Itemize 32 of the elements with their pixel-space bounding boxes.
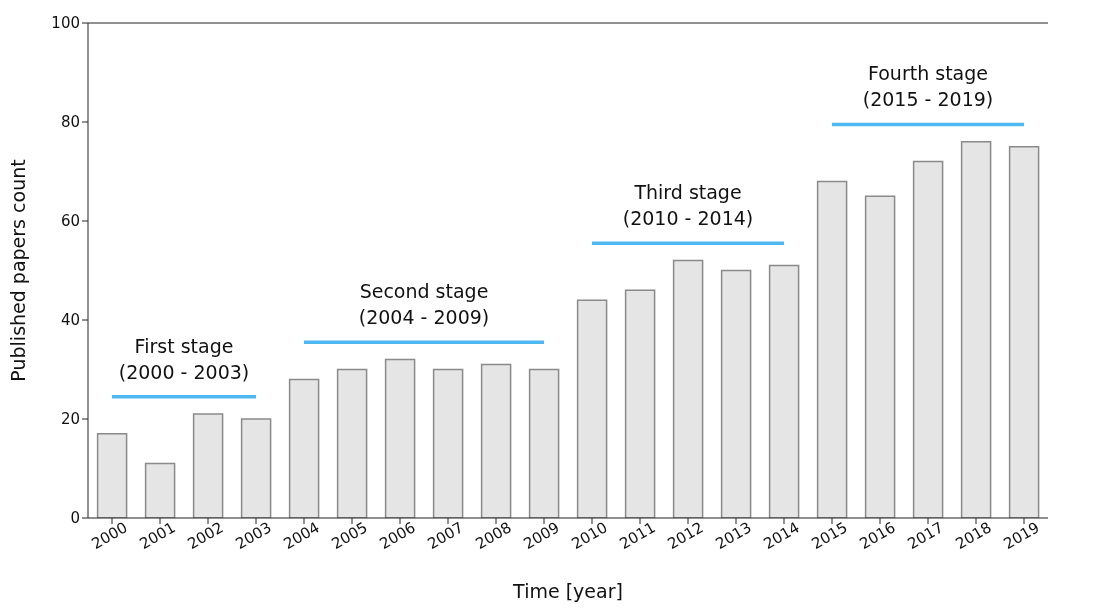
bar — [96, 433, 128, 518]
y-tick-label: 40 — [60, 311, 80, 330]
y-tick-label: 20 — [60, 410, 80, 429]
bar — [384, 358, 416, 518]
bar — [816, 180, 848, 518]
y-tick-label: 100 — [51, 14, 80, 33]
bar — [144, 462, 176, 518]
annotation: Third stage (2010 - 2014) — [622, 181, 754, 230]
bar — [864, 195, 896, 518]
y-tick-label: 0 — [70, 509, 80, 528]
bar — [672, 259, 704, 518]
y-tick-label: 80 — [60, 113, 80, 132]
bar — [288, 378, 320, 518]
bar — [240, 418, 272, 518]
annotation: Second stage (2004 - 2009) — [358, 280, 490, 329]
bar — [720, 269, 752, 518]
bar — [528, 368, 560, 518]
bar — [336, 368, 368, 518]
x-axis-title: Time [year] — [512, 580, 623, 602]
bar — [768, 264, 800, 518]
bar — [192, 413, 224, 518]
bar — [576, 299, 608, 518]
bar — [912, 160, 944, 518]
y-axis-title: Published papers count — [6, 159, 29, 382]
bar — [1008, 146, 1040, 518]
bar — [480, 363, 512, 518]
annotation: First stage (2000 - 2003) — [118, 334, 250, 383]
y-tick-label: 60 — [60, 212, 80, 231]
annotation: Fourth stage (2015 - 2019) — [862, 62, 994, 111]
bar — [624, 289, 656, 518]
bar — [432, 368, 464, 518]
bar — [960, 141, 992, 518]
